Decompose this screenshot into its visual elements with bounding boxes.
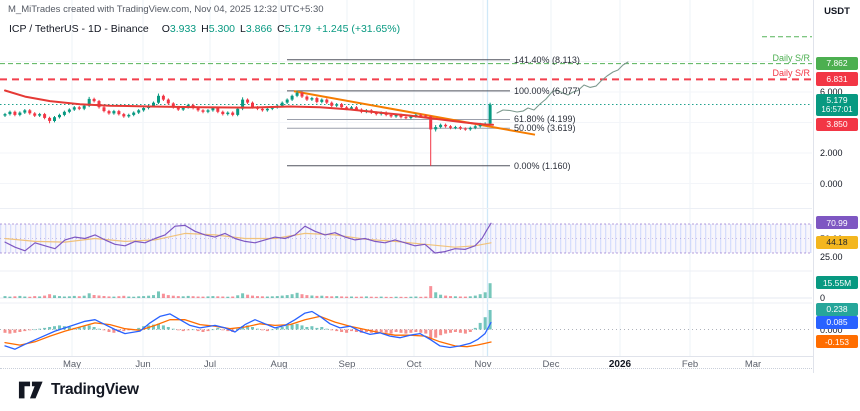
tradingview-logo: TradingView — [18, 380, 139, 400]
time-axis-label: 2026 — [608, 359, 632, 370]
macd-pane — [0, 310, 812, 350]
price-pane — [0, 36, 812, 167]
currency-label: USDT — [824, 6, 850, 17]
axis-badge: -0.153 — [816, 335, 858, 349]
axis-tick: 0.000 — [820, 178, 843, 189]
time-axis-label: Aug — [270, 359, 288, 370]
axis-tick: 0 — [820, 293, 826, 303]
fib-level-label: 100.00% (6.077) — [514, 85, 581, 96]
axis-badge: 3.850 — [816, 117, 858, 131]
time-axis-label: May — [63, 359, 81, 370]
axis-badge: 15.55M — [816, 276, 858, 290]
ohlc-value: 3.933 — [169, 23, 197, 35]
ohlc-label: C — [277, 23, 285, 35]
time-axis-label: Mar — [744, 359, 762, 370]
time-axis-border — [0, 356, 860, 357]
axis-tick: 2.000 — [820, 148, 843, 158]
ohlc-value: 5.179 — [284, 23, 312, 35]
time-axis-label: Sep — [338, 359, 356, 370]
volume-pane — [0, 283, 812, 299]
sr-level-label: Daily S/R — [772, 52, 810, 63]
time-axis-label: Jul — [203, 359, 217, 370]
ohlc-label: O — [161, 23, 170, 35]
symbol-title: ICP / TetherUS - 1D - Binance — [9, 23, 149, 35]
axis-badge: 44.18 — [816, 235, 858, 249]
pane-separators — [0, 208, 812, 304]
axis-badge: 6.831 — [816, 72, 858, 86]
attribution-text: M_MiTrades created with TradingView.com,… — [8, 4, 324, 15]
axis-badge: 0.238 — [816, 302, 858, 317]
axis-tick: 0.000 — [820, 324, 843, 335]
axis-tick: 25.00 — [820, 251, 843, 262]
axis-badge: 0.085 — [816, 315, 858, 329]
ohlc-label: H — [201, 23, 209, 35]
ohlc-value: 3.866 — [245, 23, 273, 35]
time-axis-label: Jun — [135, 359, 151, 370]
ohlc-value: 5.300 — [208, 23, 236, 35]
time-axis-label: Nov — [474, 359, 492, 370]
axis-tick: 6.000 — [820, 87, 843, 97]
axis-badge: 5.179 16:57:01 — [816, 93, 858, 117]
time-axis-label: Feb — [681, 359, 699, 370]
ohlc-label: L — [240, 23, 246, 35]
chart-plot-area — [0, 0, 812, 356]
fib-level-label: 50.00% (3.619) — [514, 123, 576, 134]
fib-level-label: 61.80% (4.199) — [514, 114, 576, 125]
change-value: +1.245 (+31.65%) — [316, 23, 401, 35]
symbol-header: ICP / TetherUS - 1D - Binance O3.933 H5.30… — [9, 23, 400, 35]
fib-level-label: 0.00% (1.160) — [514, 160, 571, 171]
tradingview-logo-icon — [18, 381, 43, 399]
axis-badge: 7.862 — [816, 56, 858, 70]
sr-level-label: Daily S/R — [772, 68, 810, 79]
time-axis-label: Dec — [542, 359, 560, 370]
rsi-pane — [0, 222, 812, 254]
time-axis-dotted-line — [0, 368, 812, 369]
time-axis-label: Oct — [406, 359, 422, 370]
axis-badge: 70.99 — [816, 216, 858, 230]
tradingview-logo-text: TradingView — [51, 381, 139, 398]
fib-level-label: 141.40% (8.113) — [514, 54, 580, 65]
ohlc-values: O3.933 H5.300 L3.866 C5.179 — [157, 23, 311, 35]
